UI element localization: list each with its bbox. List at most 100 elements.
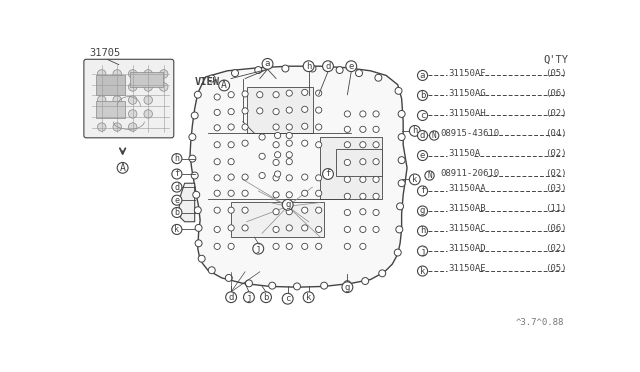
Circle shape [273,175,279,181]
Circle shape [273,192,279,198]
Circle shape [228,142,234,148]
Circle shape [172,182,182,192]
Circle shape [344,142,351,148]
Circle shape [195,91,202,98]
Text: j: j [255,244,261,253]
Circle shape [316,175,322,181]
Text: d: d [325,62,331,71]
Circle shape [398,180,405,187]
Circle shape [273,209,279,215]
Circle shape [242,174,248,180]
Bar [320,137,382,199]
Circle shape [342,282,353,293]
Circle shape [417,206,428,216]
Circle shape [360,126,366,132]
Circle shape [417,246,428,256]
Text: e: e [174,196,179,205]
Circle shape [301,225,308,231]
Circle shape [344,209,351,216]
Circle shape [417,226,428,236]
Circle shape [301,174,308,180]
Bar [95,76,125,95]
Circle shape [191,172,198,179]
Circle shape [242,91,248,97]
Circle shape [417,131,428,141]
Circle shape [97,123,106,131]
Circle shape [214,226,220,232]
Circle shape [346,61,356,71]
Text: (06): (06) [545,89,566,97]
Circle shape [228,243,234,250]
Circle shape [228,225,234,231]
Text: 31150A: 31150A [448,149,481,158]
Circle shape [129,110,137,118]
Circle shape [316,207,322,213]
Text: h: h [420,227,425,235]
Circle shape [286,225,292,231]
Circle shape [193,191,200,198]
Polygon shape [179,183,195,222]
Circle shape [373,111,379,117]
Text: g: g [285,200,291,209]
Circle shape [228,190,234,196]
Text: 31150AH: 31150AH [448,109,486,118]
Circle shape [195,207,202,214]
Circle shape [417,90,428,100]
Circle shape [398,110,405,118]
Text: (06): (06) [545,224,566,233]
Text: j: j [420,247,425,256]
Circle shape [286,192,292,198]
Text: 08911-20610: 08911-20610 [440,169,499,178]
Circle shape [286,152,292,158]
Circle shape [429,131,439,140]
Circle shape [316,226,322,232]
Circle shape [228,92,234,98]
Text: 31150AA: 31150AA [448,184,486,193]
Circle shape [301,123,308,129]
Circle shape [286,124,292,130]
Circle shape [275,132,281,139]
Circle shape [344,280,351,288]
Circle shape [113,110,122,118]
Circle shape [273,124,279,130]
Text: k: k [306,293,311,302]
Circle shape [129,123,137,131]
Circle shape [129,96,137,104]
Text: 31705: 31705 [90,48,120,58]
Circle shape [321,282,328,289]
Text: b: b [174,208,179,217]
Text: (02): (02) [545,169,566,178]
Circle shape [425,171,434,180]
Text: f: f [420,186,425,195]
Text: j: j [246,293,252,302]
Text: 31150AF: 31150AF [448,68,486,78]
Text: a: a [420,71,425,80]
Text: a: a [265,60,270,68]
Circle shape [282,65,289,72]
Text: h: h [306,62,311,71]
Circle shape [397,203,404,210]
Circle shape [273,226,279,232]
Circle shape [257,92,263,98]
Circle shape [362,278,369,285]
Circle shape [214,175,220,181]
Circle shape [97,70,106,78]
Circle shape [286,140,292,146]
Bar [246,87,312,133]
Circle shape [301,140,308,146]
Circle shape [219,80,230,91]
Circle shape [242,207,248,213]
Circle shape [417,110,428,121]
Circle shape [273,92,279,98]
Circle shape [172,224,182,234]
Circle shape [344,176,351,183]
Text: ^3.7^0.88: ^3.7^0.88 [516,318,564,327]
Circle shape [129,70,137,78]
Text: d: d [420,131,425,140]
Circle shape [344,243,351,250]
Circle shape [379,270,386,277]
Text: k: k [420,266,425,276]
Circle shape [286,243,292,250]
Circle shape [214,243,220,250]
Text: h: h [412,126,417,135]
